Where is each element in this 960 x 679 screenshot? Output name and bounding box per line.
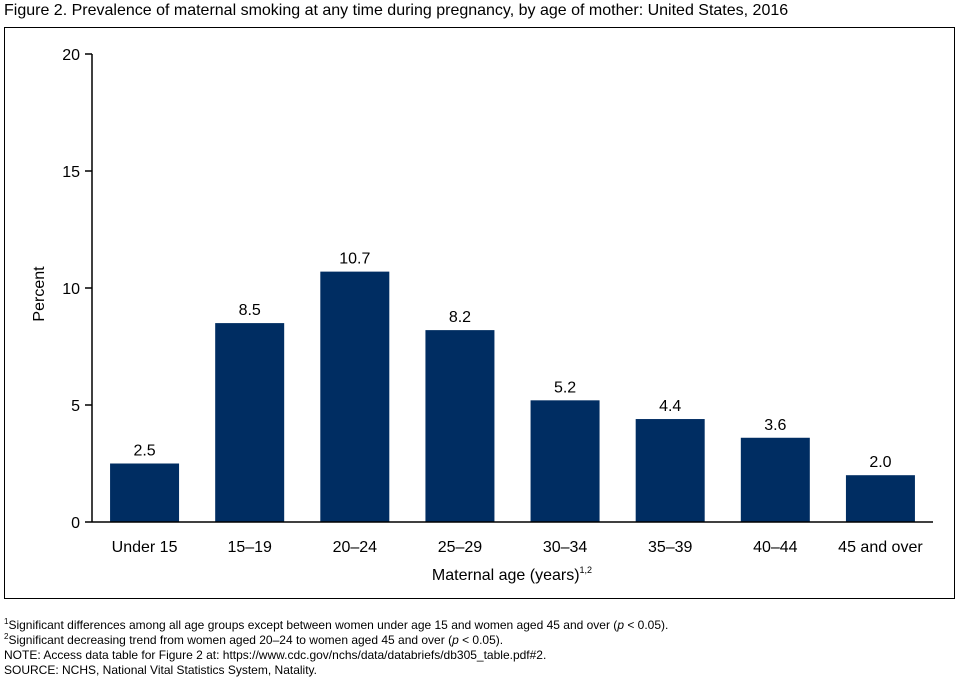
bar-data-label: 10.7: [339, 251, 370, 268]
footnote-1-p: p: [617, 618, 624, 632]
bar: [740, 437, 810, 522]
footnotes: 1Significant differences among all age g…: [4, 618, 668, 678]
footnote-2-text: Significant decreasing trend from women …: [8, 633, 453, 647]
figure-title: Figure 2. Prevalence of maternal smoking…: [4, 2, 789, 19]
footnote-2-p: p: [452, 633, 459, 647]
bar-data-label: 2.0: [869, 454, 891, 471]
x-tick-label: 40–44: [753, 539, 798, 556]
footnote-2-end: < 0.05).: [458, 633, 504, 647]
bar: [530, 400, 600, 522]
bar: [110, 463, 180, 522]
x-tick-label: 30–34: [543, 539, 588, 556]
bar-data-labels: 2.5 8.5 10.7 8.2 5.2 4.4 3.6 2.0: [133, 251, 891, 472]
x-tick-label: 35–39: [648, 539, 693, 556]
note-line: NOTE: Access data table for Figure 2 at:…: [4, 648, 547, 662]
footnote-1-mark: 1: [4, 617, 9, 626]
footnote-2: 2Significant decreasing trend from women…: [4, 633, 668, 648]
bar-data-label: 3.6: [764, 417, 786, 434]
x-axis: Under 15 15–19 20–24 25–29 30–34 35–39 40–44 45…: [92, 521, 933, 556]
bar: [425, 330, 495, 522]
x-tick-label: 45 and over: [838, 539, 923, 556]
y-axis-label: Percent: [31, 266, 48, 322]
source-line: SOURCE: NCHS, National Vital Statistics …: [4, 663, 317, 677]
chart-frame: [4, 27, 955, 599]
x-tick-label: 20–24: [333, 539, 378, 556]
y-tick-label: 10: [62, 281, 80, 298]
y-tick-label: 5: [71, 398, 80, 415]
x-tick-label: 25–29: [438, 539, 483, 556]
y-axis: 0 5 10 15 20: [62, 47, 93, 532]
y-tick-label: 0: [71, 515, 80, 532]
x-axis-label: Maternal age (years)1,2: [432, 565, 592, 584]
bar-data-label: 5.2: [554, 379, 576, 396]
footnote-2-mark: 2: [4, 632, 9, 641]
y-tick-label: 20: [62, 47, 80, 64]
bar-data-label: 2.5: [133, 443, 155, 460]
bar-data-label: 8.5: [239, 302, 261, 319]
x-tick-label: 15–19: [227, 539, 272, 556]
bar-data-label: 8.2: [449, 309, 471, 326]
footnote-1: 1Significant differences among all age g…: [4, 618, 668, 633]
x-axis-label-text: Maternal age (years): [432, 567, 580, 584]
y-tick-label: 15: [62, 164, 80, 181]
bar: [635, 419, 705, 522]
x-tick-label: Under 15: [112, 539, 178, 556]
bar: [320, 271, 390, 522]
bar: [845, 475, 915, 522]
bar-data-label: 4.4: [659, 398, 681, 415]
bars: [110, 271, 915, 522]
bar: [215, 323, 285, 522]
footnote-1-end: < 0.05).: [624, 618, 669, 632]
footnote-1-text: Significant differences among all age gr…: [8, 618, 618, 632]
x-axis-label-footnote-mark: 1,2: [580, 565, 593, 575]
